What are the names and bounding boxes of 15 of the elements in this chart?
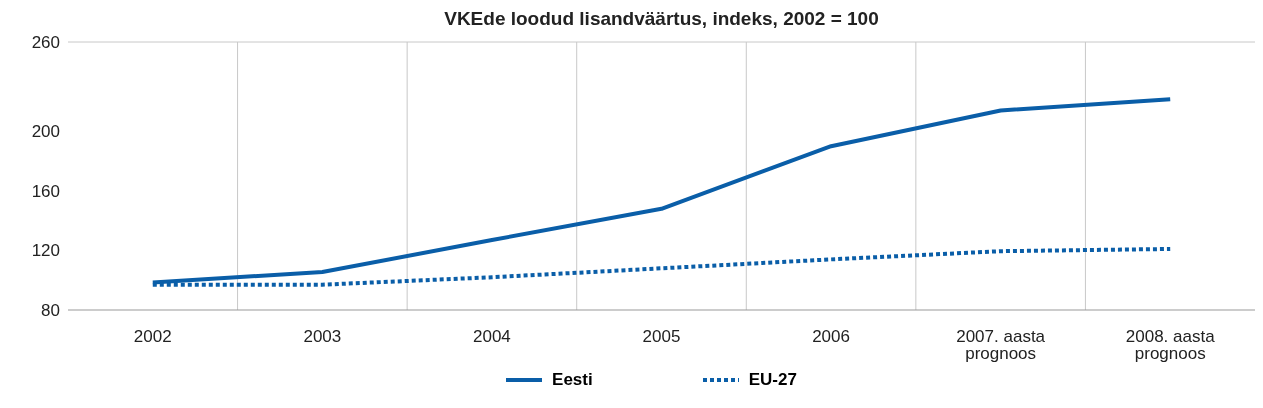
chart-title: VKEde loodud lisandväärtus, indeks, 2002 = 100 — [443, 8, 880, 30]
x-tick-label: 2008. aasta prognoos — [1125, 327, 1216, 364]
y-tick-label: 120 — [31, 241, 60, 261]
y-tick-label: 80 — [41, 301, 60, 321]
legend-label: EU-27 — [748, 370, 797, 390]
y-tick-label: 260 — [31, 33, 60, 53]
x-tick-label: 2002 — [133, 327, 172, 347]
x-tick-label: 2007. aasta prognoos — [956, 327, 1046, 364]
y-tick-label: 160 — [31, 181, 60, 201]
x-tick-label: 2005 — [642, 327, 681, 347]
legend-label: Eesti — [552, 370, 593, 390]
x-tick-label: 2003 — [303, 327, 342, 347]
y-tick-label: 200 — [31, 122, 60, 142]
x-tick-label: 2006 — [812, 327, 850, 347]
x-tick-label: 2004 — [473, 327, 511, 347]
